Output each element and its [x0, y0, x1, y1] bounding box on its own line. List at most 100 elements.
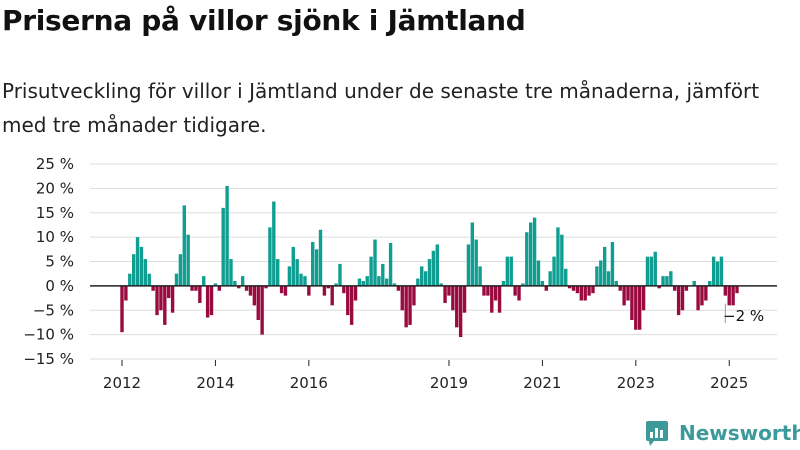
bar	[155, 285, 159, 316]
bar	[423, 271, 428, 286]
bar	[614, 281, 619, 286]
bar	[700, 285, 704, 306]
bar	[435, 244, 439, 286]
newsworthy-logo-icon	[646, 421, 668, 446]
bar	[170, 285, 175, 313]
bar	[696, 285, 700, 311]
bar	[318, 229, 323, 286]
bar	[311, 242, 315, 286]
bar	[268, 227, 272, 286]
bar	[178, 254, 183, 286]
bar	[474, 239, 478, 286]
bar	[303, 276, 307, 286]
bar	[490, 285, 494, 313]
bar	[260, 285, 264, 335]
bar	[704, 285, 708, 301]
bar	[392, 283, 397, 286]
bar	[517, 285, 521, 301]
bar	[427, 259, 432, 286]
bar	[412, 285, 416, 306]
bar	[357, 278, 362, 286]
bar	[680, 285, 685, 311]
bar	[470, 222, 475, 286]
x-tick-label: 2012	[103, 374, 141, 392]
bar	[167, 285, 171, 299]
bar	[458, 285, 463, 338]
bar	[447, 285, 451, 296]
bar	[560, 234, 564, 286]
bar	[735, 285, 739, 294]
bar	[143, 259, 148, 286]
newsworthy-logo[interactable]: Newsworthy	[645, 418, 800, 448]
logo-text: Newsworthy	[679, 421, 800, 445]
x-tick-label: 2016	[290, 374, 328, 392]
bar	[182, 205, 186, 286]
x-tick-label: 2014	[196, 374, 234, 392]
bar	[513, 285, 517, 296]
bar	[276, 259, 280, 286]
y-axis-ticks: 25 % 20 % 15 % 10 % 5 % 0 % −5 % −10 % −15 %	[23, 155, 74, 368]
bar	[657, 285, 661, 289]
bar	[641, 285, 646, 311]
bar	[229, 259, 233, 286]
y-tick-label: −5 %	[33, 301, 74, 319]
bar	[139, 246, 144, 286]
bar	[431, 250, 436, 286]
bar	[602, 246, 607, 286]
bar	[295, 259, 299, 286]
chart-subtitle: Prisutveckling för villor i Jämtland und…	[2, 79, 760, 137]
bar	[591, 285, 595, 294]
bar	[190, 285, 194, 291]
bar	[583, 285, 587, 301]
bar	[665, 276, 669, 286]
y-tick-label: 0 %	[45, 277, 74, 295]
bar	[225, 185, 229, 286]
x-tick-label: 2021	[523, 374, 561, 392]
bar	[692, 281, 696, 286]
bar	[556, 227, 560, 286]
bar	[571, 285, 576, 291]
bar	[291, 246, 295, 286]
bar	[287, 266, 292, 286]
y-tick-label: −10 %	[23, 326, 74, 344]
bar	[135, 237, 140, 286]
bar	[264, 285, 268, 289]
bar	[237, 285, 241, 289]
bar	[174, 273, 179, 286]
bar	[353, 285, 358, 301]
bar	[330, 285, 334, 306]
bar	[248, 285, 253, 296]
bar	[416, 278, 420, 286]
bar	[420, 266, 424, 286]
bar	[365, 276, 369, 286]
bar	[676, 285, 681, 316]
bar	[525, 232, 529, 286]
bar	[723, 285, 728, 296]
bar	[501, 281, 506, 286]
bar	[256, 285, 260, 321]
bar	[532, 217, 537, 286]
bar	[283, 285, 288, 296]
bar	[493, 285, 498, 301]
bar	[202, 276, 206, 286]
y-tick-label: 15 %	[36, 204, 74, 222]
bar	[244, 285, 249, 291]
bar	[314, 249, 319, 286]
bar	[649, 256, 654, 286]
bar	[505, 256, 510, 286]
x-axis-ticks: 2012 2014 2016 2019 2021 2023 2025	[103, 360, 748, 392]
bar	[404, 285, 408, 328]
bars	[120, 185, 739, 338]
bar	[731, 285, 735, 306]
bar	[128, 273, 132, 286]
bar	[369, 256, 373, 286]
bar	[478, 266, 482, 286]
bar	[408, 285, 412, 325]
bar	[279, 285, 284, 294]
bar	[711, 256, 716, 286]
bar	[120, 285, 124, 333]
bar	[388, 242, 393, 286]
bar	[661, 276, 665, 286]
bar	[610, 242, 615, 286]
